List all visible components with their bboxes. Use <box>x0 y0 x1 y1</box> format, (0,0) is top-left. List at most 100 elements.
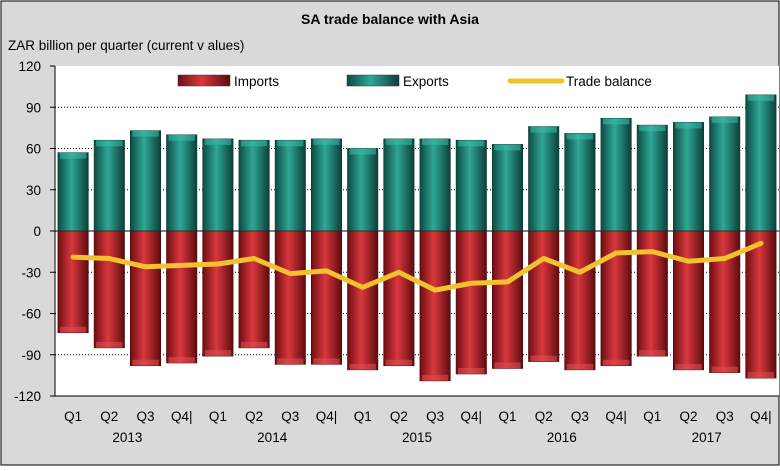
imports-bar <box>491 230 524 369</box>
imports-bar <box>455 230 487 375</box>
exports-bar-cap <box>277 140 304 147</box>
exports-bar-cap <box>494 144 521 151</box>
exports-bar <box>636 124 668 232</box>
exports-bar-cap <box>711 116 738 123</box>
y-axis-unit-label: ZAR billion per quarter (current v alues… <box>8 38 244 53</box>
trade-balance-point <box>180 263 184 267</box>
imports-bar <box>129 230 162 367</box>
trade-balance-point <box>71 255 75 259</box>
imports-bar-cap <box>602 359 630 366</box>
legend-label: Trade balance <box>566 74 652 89</box>
exports-bar-cap <box>204 138 232 145</box>
y-tick-label: -30 <box>21 265 41 280</box>
trade-balance-point <box>252 257 256 260</box>
exports-bar <box>166 134 198 232</box>
exports-bar <box>491 144 524 232</box>
x-tick-label: Q3 <box>716 409 734 424</box>
trade-balance-point <box>469 281 473 285</box>
imports-bar-cap <box>96 341 123 348</box>
exports-bar <box>57 152 89 232</box>
x-tick-label: Q4| <box>750 409 772 424</box>
trade-balance-point <box>650 250 654 254</box>
x-tick-label: Q2 <box>679 409 697 424</box>
trade-balance-point <box>216 262 220 266</box>
exports-bar <box>129 130 162 232</box>
imports-bar <box>347 230 379 371</box>
imports-bar <box>383 230 415 367</box>
imports-bar-cap <box>675 363 702 370</box>
imports-bar-cap <box>313 358 340 365</box>
trade-balance-point <box>107 257 111 260</box>
exports-bar <box>745 94 777 232</box>
legend-label: Exports <box>403 74 449 89</box>
trade-balance-point <box>433 288 437 292</box>
trade-balance-point <box>144 265 147 269</box>
x-tick-label: Q3 <box>281 409 299 424</box>
x-tick-label: Q1 <box>64 409 82 424</box>
x-tick-label: Q1 <box>643 409 661 424</box>
imports-bar-cap <box>277 358 304 365</box>
exports-bar-cap <box>530 126 557 133</box>
exports-bar-cap <box>132 130 159 137</box>
imports-bar <box>528 230 560 362</box>
trade-balance-point <box>578 270 582 274</box>
exports-bar-cap <box>675 122 702 129</box>
x-tick-label: Q2 <box>535 409 553 424</box>
exports-bar <box>347 148 379 232</box>
x-tick-label: Q3 <box>136 409 154 424</box>
y-tick-label: 120 <box>18 59 41 74</box>
x-tick-label: Q3 <box>571 409 589 424</box>
imports-bar-cap <box>639 350 666 357</box>
imports-bar-cap <box>385 359 413 366</box>
imports-bar-cap <box>747 372 775 379</box>
exports-bar <box>419 138 451 232</box>
x-year-label: 2013 <box>112 430 142 445</box>
exports-bar-cap <box>639 125 666 132</box>
x-tick-label: Q2 <box>245 409 263 424</box>
exports-bar <box>564 133 596 232</box>
trade-balance-point <box>506 280 509 284</box>
trade-balance-point <box>397 270 401 274</box>
imports-bar <box>202 230 234 357</box>
exports-bar-cap <box>96 140 123 147</box>
trade-balance-point <box>542 257 546 260</box>
y-tick-label: 60 <box>26 142 41 157</box>
imports-bar <box>57 230 89 334</box>
imports-bar <box>672 230 705 371</box>
imports-bar <box>238 230 270 349</box>
exports-bar-cap <box>385 138 413 145</box>
exports-bar <box>202 138 234 232</box>
imports-bar-cap <box>59 326 87 333</box>
exports-bar <box>709 116 741 232</box>
x-year-label: 2015 <box>402 430 432 445</box>
y-tick-label: 0 <box>33 224 41 239</box>
axes: 120 90 60 30 0 -30 -60 -90 -120 Q1 Q2 Q3 Q4| Q1 Q2 Q3 Q4… <box>14 59 779 445</box>
trade-balance-point <box>723 257 727 260</box>
imports-bar-cap <box>204 350 232 357</box>
imports-bar-cap <box>421 374 449 381</box>
exports-bar <box>455 139 487 232</box>
exports-bar-cap <box>240 140 268 147</box>
legend-swatch-exports <box>346 74 400 87</box>
trade-balance-point <box>288 272 292 276</box>
exports-bar-cap <box>458 140 485 147</box>
imports-bar-cap <box>349 363 376 370</box>
exports-bar-cap <box>747 94 775 101</box>
imports-bar <box>564 230 596 371</box>
x-year-label: 2016 <box>547 430 577 445</box>
trade-balance-point <box>614 251 618 255</box>
imports-bar-cap <box>240 341 268 348</box>
imports-bar <box>745 230 777 379</box>
legend: Imports Exports Trade balance <box>177 74 652 89</box>
x-tick-label: Q4| <box>316 409 338 424</box>
x-tick-label: Q1 <box>498 409 516 424</box>
imports-bar-cap <box>168 357 195 363</box>
exports-bar-cap <box>59 152 87 159</box>
exports-bar-cap <box>566 133 594 140</box>
exports-bar <box>310 138 343 232</box>
imports-bar <box>310 230 343 365</box>
exports-bar <box>600 117 632 232</box>
y-tick-label: -120 <box>14 389 41 404</box>
